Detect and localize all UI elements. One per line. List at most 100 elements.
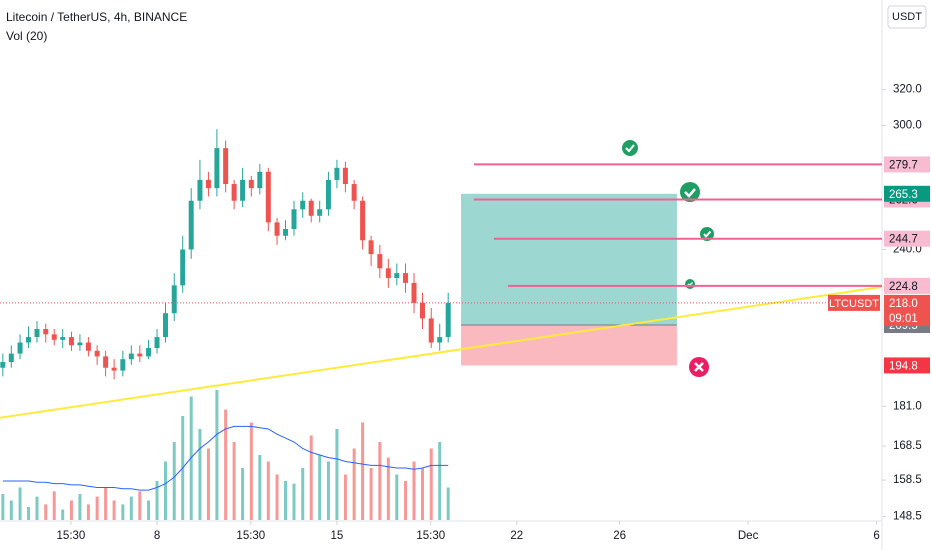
candle-body	[128, 353, 134, 360]
position-layer	[461, 193, 677, 366]
stop-tag-bg	[884, 357, 930, 374]
volume-bar	[155, 481, 159, 520]
volume-bar	[446, 487, 450, 520]
candle-body	[283, 229, 289, 236]
candle-body	[419, 302, 425, 319]
volume-bar	[241, 468, 245, 520]
candle-body	[445, 302, 451, 338]
check-icon	[700, 227, 714, 241]
candle-body	[8, 353, 14, 363]
target-tag: 244.7	[889, 234, 918, 246]
target-tag: 279.7	[889, 159, 918, 171]
x-tick-label: 22	[510, 530, 523, 542]
volume-bar	[215, 390, 219, 520]
candle-body	[68, 337, 74, 346]
plot-layer	[0, 129, 883, 520]
candle-body	[103, 356, 109, 368]
candle-body	[325, 179, 331, 210]
volume-bar	[326, 461, 330, 520]
take-profit-zone	[461, 193, 677, 326]
volume-bar	[147, 500, 151, 520]
candle-body	[180, 249, 186, 286]
candle-body	[0, 362, 6, 368]
candle-body	[231, 184, 237, 201]
candle-body	[411, 282, 417, 303]
volume-bar	[129, 496, 133, 520]
candle-body	[60, 337, 66, 340]
countdown: 09:01	[889, 313, 918, 325]
candle-body	[223, 148, 229, 185]
x-tick-label: 15:30	[236, 530, 265, 542]
candle-body	[377, 254, 383, 269]
candle-body	[137, 353, 143, 357]
volume-bar	[61, 509, 65, 520]
volume-ma-line	[2, 425, 449, 491]
candle-body	[360, 200, 366, 241]
volume-bar	[18, 487, 22, 520]
currency[interactable]: USDT	[892, 11, 922, 23]
volume-bar	[352, 448, 356, 520]
candle-body	[300, 200, 306, 210]
volume-bar	[27, 507, 31, 520]
volume-bar	[224, 409, 228, 520]
volume-bar	[258, 455, 262, 520]
volume-bar	[206, 448, 210, 520]
candle-body	[308, 200, 314, 216]
y-tick-label: 148.5	[893, 510, 922, 522]
chart-title: Litecoin / TetherUS, 4h, BINANCE	[6, 10, 187, 24]
candle-body	[240, 179, 246, 201]
cross-icon	[689, 357, 709, 377]
candle-body	[205, 179, 211, 189]
last-price-tag-bg	[884, 294, 930, 326]
x-tick-label: 15:30	[57, 530, 86, 542]
candle-body	[43, 329, 49, 335]
volume-bar	[404, 481, 408, 520]
target-tag-bg	[884, 277, 930, 294]
candle-body	[385, 268, 391, 278]
candle-body	[94, 350, 100, 357]
volume-bar	[232, 442, 236, 520]
candle-body	[428, 318, 434, 343]
candle-body	[437, 337, 443, 343]
volume-bar	[249, 422, 253, 520]
target-tag-bg	[884, 156, 930, 173]
volume-bar	[172, 442, 176, 520]
candle-body	[77, 342, 83, 346]
x-tick-label: 8	[154, 530, 160, 542]
volume-bar	[412, 461, 416, 520]
candle-body	[265, 171, 271, 223]
volume-bar	[292, 483, 296, 520]
volume-bar	[44, 504, 48, 520]
volume-bar	[438, 442, 442, 520]
candle-body	[163, 313, 169, 338]
volume-bar	[121, 504, 125, 520]
volume-bar	[318, 455, 322, 520]
volume-bar	[69, 500, 73, 520]
candle-body	[317, 209, 323, 216]
volume-bar	[335, 429, 339, 520]
candle-body	[368, 240, 374, 255]
x-tick-label: 15:30	[416, 530, 445, 542]
candle-body	[120, 359, 126, 371]
volume-bar	[104, 487, 108, 520]
volume-bar	[138, 491, 142, 520]
take-profit-tag-bg	[884, 185, 930, 202]
candle-body	[26, 337, 32, 343]
candle-body	[257, 171, 263, 189]
currency-box[interactable]	[887, 5, 927, 29]
volume-bar	[369, 468, 373, 520]
volume-bar	[309, 435, 313, 520]
volume-bar	[112, 500, 116, 520]
volume-bar	[52, 491, 56, 520]
volume-bar	[198, 429, 202, 520]
volume-bar	[164, 461, 168, 520]
candle-body	[342, 167, 348, 185]
volume-bar	[95, 496, 99, 520]
volume-bar	[9, 500, 13, 520]
check-icon	[680, 182, 700, 202]
indicator-label: Vol (20)	[6, 29, 47, 43]
symbol-tag: LTCUSDT	[829, 298, 879, 310]
volume-bar	[378, 442, 382, 520]
stop-loss-zone	[461, 325, 677, 366]
